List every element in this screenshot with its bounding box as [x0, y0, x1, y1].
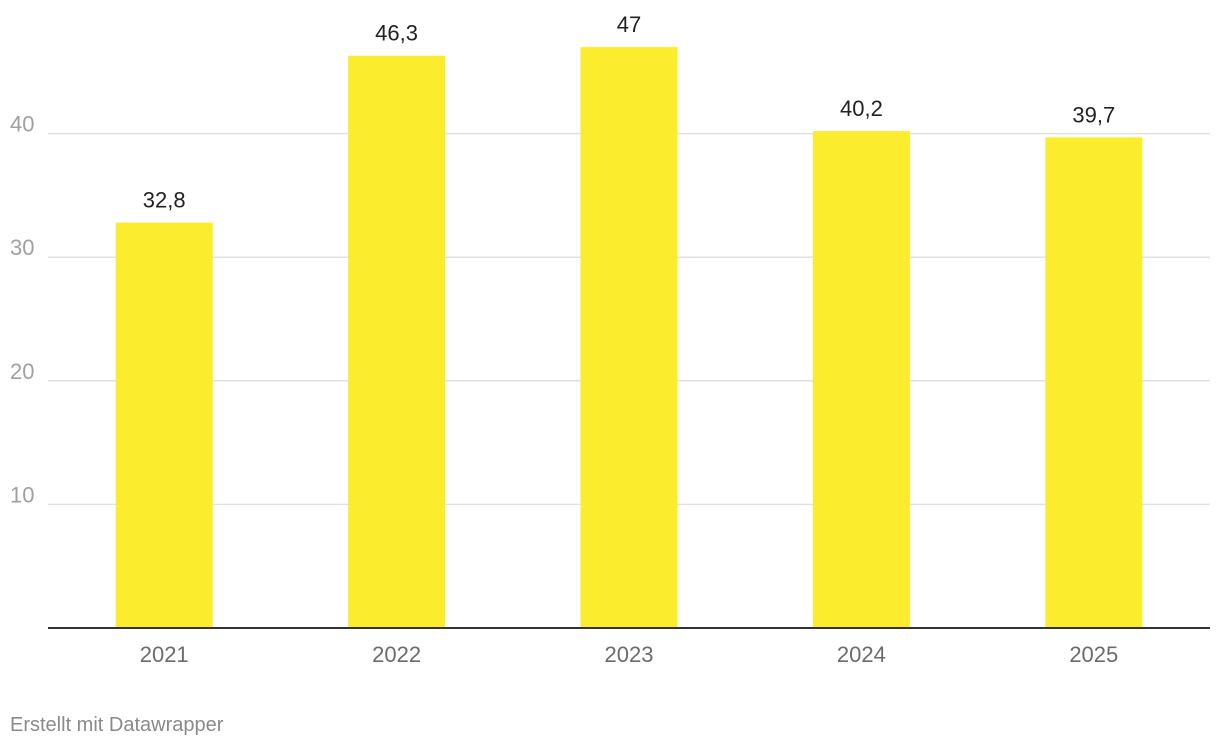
x-tick-label: 2022 [372, 642, 421, 667]
data-label: 46,3 [375, 21, 418, 46]
y-tick-label: 10 [10, 482, 34, 507]
data-label: 47 [617, 12, 641, 37]
x-tick-label: 2021 [140, 642, 189, 667]
y-tick-label: 30 [10, 235, 34, 260]
y-tick-label: 40 [10, 112, 34, 137]
data-label: 40,2 [840, 96, 883, 121]
bar [812, 131, 910, 629]
credit-text[interactable]: Erstellt mit Datawrapper [10, 714, 224, 736]
x-tick-label: 2025 [1069, 642, 1118, 667]
x-tick-label: 2023 [605, 642, 654, 667]
x-axis-ticks: 2021 2022 2023 2024 2025 [140, 642, 1119, 667]
bar [580, 47, 678, 628]
bar-chart: 10 20 30 40 32,8 46,3 47 40,2 39,7 2021 2022 2023… [10, 12, 1210, 667]
y-tick-label: 20 [10, 359, 34, 384]
data-label: 32,8 [143, 188, 186, 213]
data-labels: 32,8 46,3 47 40,2 39,7 [143, 12, 1115, 213]
bars [115, 47, 1143, 629]
bar [115, 222, 213, 629]
x-tick-label: 2024 [837, 642, 886, 667]
bar [348, 55, 446, 629]
bar [1045, 137, 1143, 629]
data-label: 39,7 [1072, 102, 1115, 127]
